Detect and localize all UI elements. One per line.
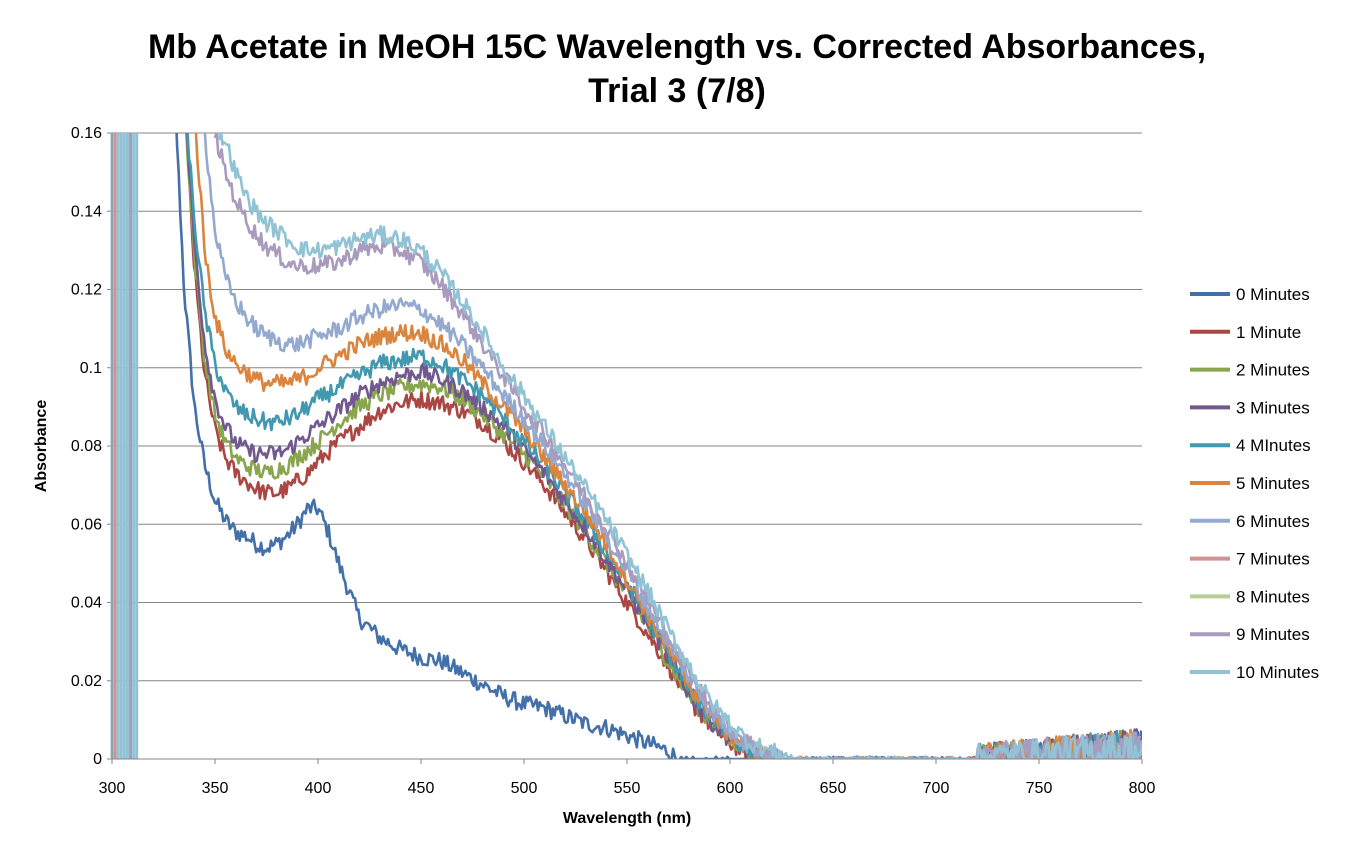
legend-label: 9 Minutes [1236, 625, 1310, 644]
legend-label: 6 Minutes [1236, 512, 1310, 531]
series-line-2 [185, 133, 1142, 759]
x-axis-ticks: 300 350 400 450 500 550 600 650 700 750 800 [99, 759, 1156, 797]
gridlines [112, 132, 1142, 682]
x-tick-label: 800 [1129, 780, 1156, 797]
series-lines [175, 133, 1142, 759]
y-tick-label: 0.04 [71, 595, 102, 612]
x-tick-label: 600 [717, 780, 744, 797]
x-tick-label: 300 [99, 780, 126, 797]
y-tick-label: 0.08 [71, 438, 102, 455]
legend-label: 3 Minutes [1236, 398, 1310, 417]
y-tick-label: 0.14 [71, 203, 102, 220]
x-tick-label: 350 [202, 780, 229, 797]
legend-label: 10 Minutes [1236, 663, 1319, 682]
y-tick-label: 0.16 [71, 125, 102, 142]
legend-label: 8 Minutes [1236, 587, 1310, 606]
y-tick-label: 0.02 [71, 673, 102, 690]
y-axis-ticks: 0 0.02 0.04 0.06 0.08 0.1 0.12 0.14 0.16 [71, 125, 112, 768]
chart-title-line-1: Mb Acetate in MeOH 15C Wavelength vs. Co… [148, 28, 1206, 66]
y-tick-label: 0.12 [71, 282, 102, 299]
x-axis-title: Wavelength (nm) [563, 810, 691, 827]
legend-label: 5 Minutes [1236, 474, 1310, 493]
legend-label: 0 Minutes [1236, 285, 1310, 304]
y-tick-label: 0.1 [80, 360, 102, 377]
x-tick-label: 550 [614, 780, 641, 797]
x-tick-label: 400 [305, 780, 332, 797]
x-tick-label: 450 [408, 780, 435, 797]
x-tick-label: 500 [511, 780, 538, 797]
legend-label: 2 Minutes [1236, 361, 1310, 380]
legend-label: 7 Minutes [1236, 550, 1310, 569]
series-line-9 [213, 133, 1142, 759]
y-tick-label: 0 [93, 751, 102, 768]
x-tick-label: 750 [1026, 780, 1053, 797]
legend-label: 4 MInutes [1236, 436, 1311, 455]
x-tick-label: 700 [923, 780, 950, 797]
y-tick-label: 0.06 [71, 516, 102, 533]
legend: 0 Minutes 1 Minute 2 Minutes 3 Minutes 4 MIn… [1190, 285, 1319, 682]
detector-artifact-band [110, 133, 139, 759]
series-line-10 [217, 133, 1142, 759]
y-axis-title: Absorbance [33, 400, 50, 493]
chart-title-line-2: Trial 3 (7/8) [588, 72, 766, 110]
legend-label: 1 Minute [1236, 323, 1301, 342]
x-tick-label: 650 [820, 780, 847, 797]
